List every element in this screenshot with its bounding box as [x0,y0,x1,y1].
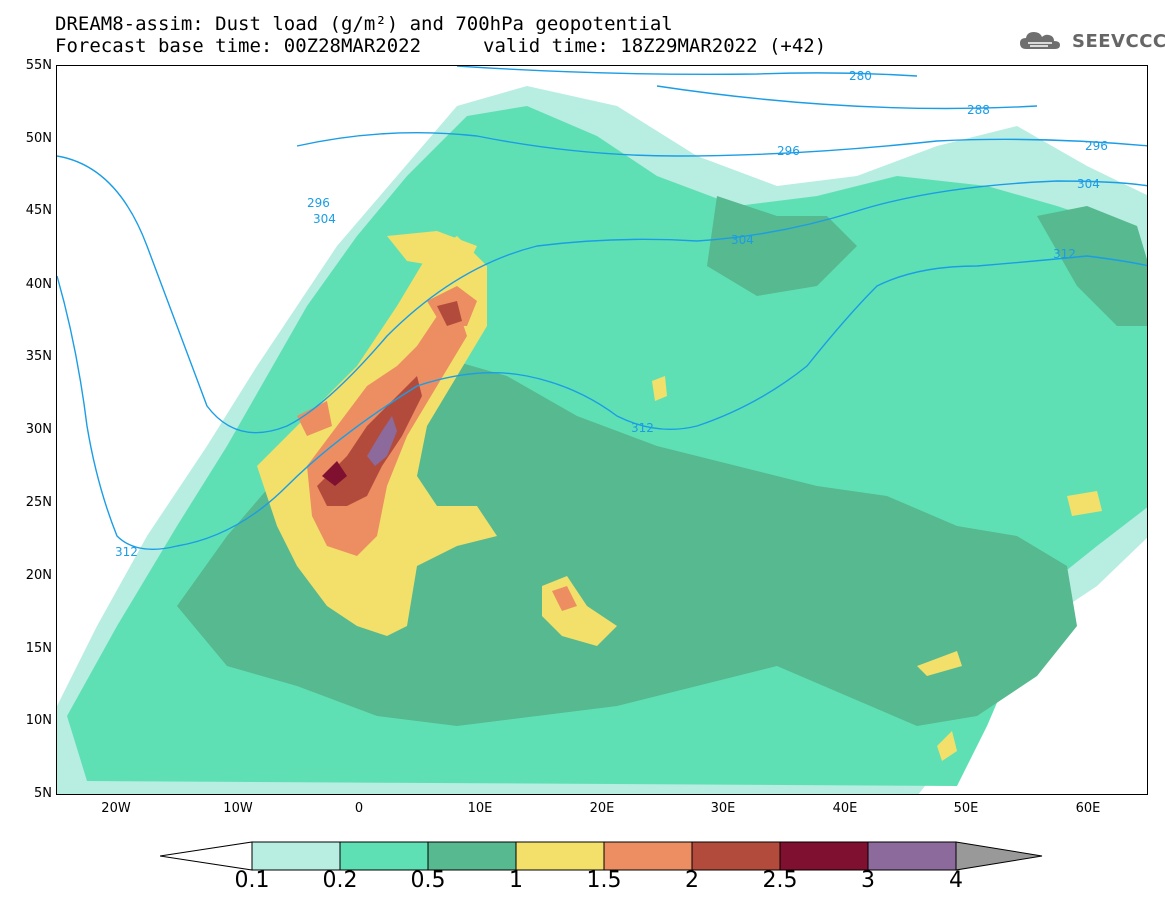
map-canvas: 280 288 296 296 296 304 304 304 312 312 … [57,66,1147,794]
dust-load-map: 280 288 296 296 296 304 304 304 312 312 … [56,65,1148,795]
map-title: DREAM8-assim: Dust load (g/m²) and 700hP… [55,13,673,35]
lon-label-30e: 30E [710,801,736,816]
contour-label-312: 312 [631,421,654,435]
contour-label-304: 304 [1077,177,1100,191]
colorbar [160,841,1043,871]
lon-label-20e: 20E [589,801,615,816]
valid-time: valid time: 18Z29MAR2022 (+42) [483,35,827,57]
contour-label-304: 304 [731,233,754,247]
colorbar-bin-0p1 [251,841,341,871]
forecast-base-time: Forecast base time: 00Z28MAR2022 [55,35,422,57]
lat-label-20n: 20N [25,568,52,583]
contour-label-312: 312 [1053,247,1076,261]
geopotential-contours [57,66,1147,551]
contour-label-296: 296 [777,144,800,158]
lon-label-10w: 10W [223,801,253,816]
contour-label-304: 304 [313,212,336,226]
lon-label-40e: 40E [832,801,858,816]
dust-field-3 [367,416,397,466]
lon-label-50e: 50E [953,801,979,816]
cloud-icon [1020,32,1060,49]
colorbar-label-3: 3 [861,868,875,893]
colorbar-label-0p2: 0.2 [322,868,358,893]
colorbar-bin-0p5 [427,841,517,871]
colorbar-over-arrow [955,841,1043,871]
colorbar-bin-2p5 [779,841,869,871]
colorbar-label-1: 1 [509,868,523,893]
contour-label-288: 288 [967,103,990,117]
lat-label-5n: 5N [34,786,52,801]
colorbar-label-1p5: 1.5 [586,868,622,893]
seevccc-logo: SEEVCCC [1018,28,1165,54]
contour-labels: 280 288 296 296 296 304 304 304 312 312 … [115,69,1108,559]
lat-label-10n: 10N [25,713,52,728]
colorbar-bin-1 [515,841,605,871]
colorbar-label-2p5: 2.5 [762,868,798,893]
contour-label-312: 312 [115,545,138,559]
lat-label-35n: 35N [25,349,52,364]
contour-label-280: 280 [849,69,872,83]
colorbar-label-0p5: 0.5 [410,868,446,893]
lat-label-50n: 50N [25,131,52,146]
lat-label-15n: 15N [25,641,52,656]
colorbar-label-4: 4 [949,868,963,893]
contour-label-296: 296 [307,196,330,210]
lon-label-20w: 20W [101,801,131,816]
lat-label-25n: 25N [25,495,52,510]
logo-text: SEEVCCC [1072,30,1165,52]
lat-label-45n: 45N [25,203,52,218]
dust-field-2p5 [322,461,347,486]
colorbar-bin-2 [691,841,781,871]
lat-label-55n: 55N [25,58,52,73]
colorbar-label-0p1: 0.1 [234,868,270,893]
lon-label-60e: 60E [1075,801,1101,816]
colorbar-bin-1p5 [603,841,693,871]
colorbar-bin-3 [867,841,957,871]
lon-label-10e: 10E [467,801,493,816]
colorbar-under-arrow [160,841,253,871]
colorbar-label-2: 2 [685,868,699,893]
colorbar-bin-0p2 [339,841,429,871]
lat-label-40n: 40N [25,277,52,292]
lat-label-30n: 30N [25,422,52,437]
contour-label-296: 296 [1085,139,1108,153]
lon-label-0: 0 [354,801,364,816]
